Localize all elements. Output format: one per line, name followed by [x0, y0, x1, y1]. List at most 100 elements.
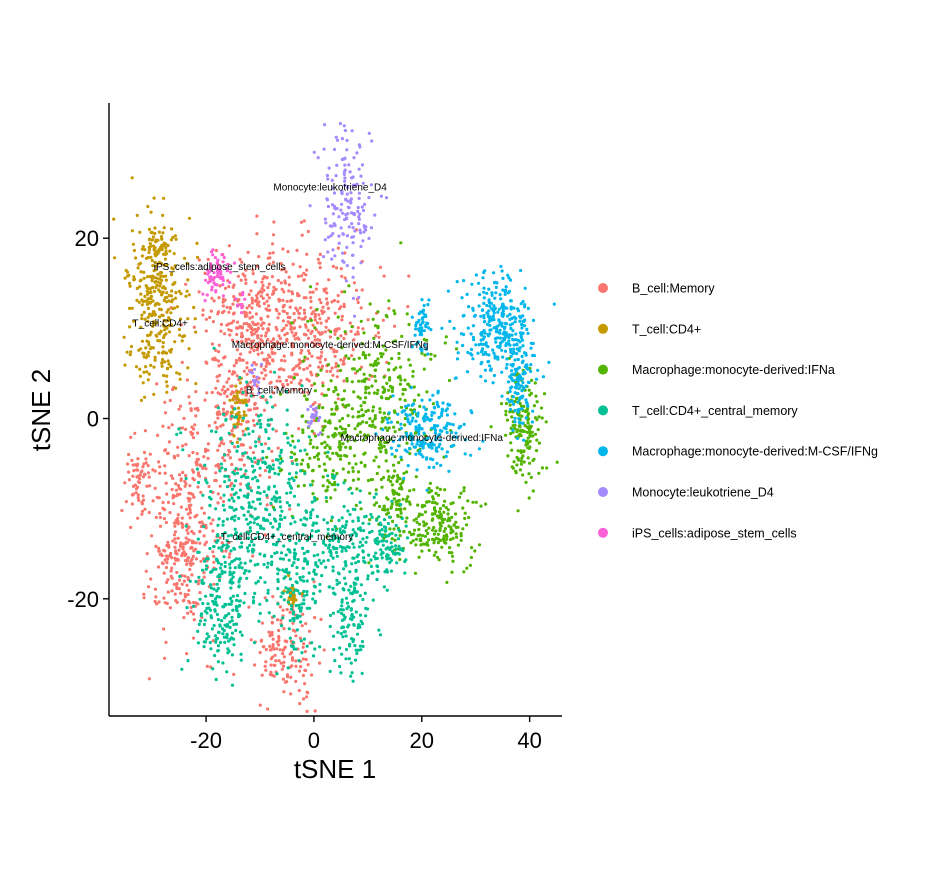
data-point [372, 336, 376, 340]
data-point [352, 367, 356, 371]
data-point [214, 386, 218, 390]
data-point [387, 361, 391, 365]
data-point [217, 517, 221, 521]
data-point [238, 437, 242, 441]
data-point [335, 349, 339, 354]
data-point [211, 253, 215, 257]
data-point [458, 424, 462, 429]
data-point [289, 327, 293, 331]
data-point [424, 529, 428, 533]
data-point [169, 311, 173, 315]
data-point [463, 452, 467, 456]
data-point [262, 342, 266, 346]
data-point [305, 538, 309, 543]
data-point [318, 415, 322, 420]
data-point [140, 509, 145, 513]
data-point [365, 535, 369, 540]
data-point [345, 138, 349, 143]
data-point [224, 467, 228, 471]
data-point [300, 414, 304, 418]
data-point [378, 633, 383, 637]
data-point [218, 484, 222, 488]
data-point [310, 413, 314, 417]
data-point [328, 613, 333, 618]
data-point [434, 449, 438, 453]
data-point [347, 163, 351, 167]
data-point [227, 498, 231, 502]
data-point [299, 379, 303, 383]
data-point [310, 329, 314, 333]
data-point [242, 322, 246, 326]
data-point [515, 377, 519, 381]
data-point [285, 339, 289, 343]
data-point [221, 277, 225, 281]
data-point [212, 299, 216, 303]
data-point [486, 332, 490, 337]
data-point [143, 429, 147, 433]
data-point [347, 487, 351, 491]
data-point [483, 269, 487, 273]
data-point [524, 416, 528, 420]
data-point [177, 548, 181, 552]
data-point [284, 323, 288, 327]
data-point [313, 312, 317, 316]
data-point [198, 591, 202, 595]
data-point [432, 532, 436, 536]
data-point [232, 672, 236, 677]
data-point [311, 492, 315, 496]
data-point [296, 484, 300, 488]
data-point [309, 419, 314, 423]
data-point [285, 331, 289, 335]
data-point [514, 469, 518, 473]
data-point [440, 407, 444, 411]
data-point [214, 507, 218, 511]
data-point [165, 326, 169, 330]
data-point [264, 331, 268, 335]
data-point [306, 420, 310, 424]
data-point [515, 428, 519, 432]
data-point [450, 570, 454, 574]
data-point [224, 267, 229, 271]
data-point [174, 488, 178, 492]
data-point [465, 566, 469, 570]
data-point [316, 257, 320, 261]
data-point [245, 495, 250, 499]
data-point [378, 532, 382, 536]
data-point [479, 338, 483, 342]
data-point [236, 444, 240, 449]
cluster-label: B_cell:Memory [246, 385, 312, 396]
data-point [343, 176, 347, 180]
data-point [128, 284, 132, 288]
data-point [173, 545, 177, 549]
data-point [527, 446, 531, 450]
cluster-label: Macrophage:monocyte-derived:IFNa [341, 433, 504, 444]
data-point [162, 517, 166, 521]
data-point [317, 558, 321, 562]
data-point [336, 397, 340, 401]
data-point [215, 261, 219, 265]
data-point [301, 390, 305, 394]
data-point [510, 399, 514, 403]
data-point [340, 626, 344, 630]
data-point [526, 436, 530, 440]
data-point [518, 340, 522, 344]
data-point [187, 499, 191, 503]
data-point [352, 590, 356, 594]
data-point [211, 639, 215, 643]
data-point [335, 138, 340, 142]
data-point [257, 437, 261, 441]
data-point [225, 305, 229, 309]
data-point [240, 331, 244, 335]
data-point [434, 529, 438, 533]
data-point [179, 505, 183, 509]
data-point [329, 519, 333, 523]
data-point [398, 382, 402, 386]
data-point [511, 364, 515, 368]
data-point [340, 346, 344, 350]
data-point [290, 353, 294, 357]
data-point [352, 586, 357, 590]
data-point [163, 286, 167, 291]
data-point [392, 474, 396, 478]
data-point [396, 551, 400, 555]
data-point [146, 471, 150, 475]
